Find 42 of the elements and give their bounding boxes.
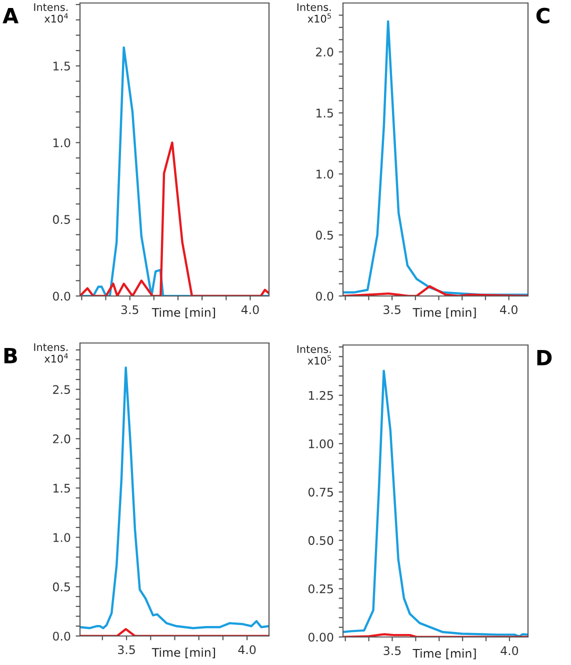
y-tick-label: 0.75 — [308, 488, 333, 497]
x-axis-title: Time [min] — [152, 308, 215, 318]
y-tick-label: 0.0 — [52, 292, 70, 301]
y-tick-label: 0.25 — [308, 584, 333, 594]
y-tick-label: 0.5 — [52, 215, 70, 224]
y-tick-label: 1.5 — [53, 484, 70, 493]
y-tick-label: 1.0 — [53, 138, 70, 148]
y-tick-label: 1.5 — [53, 62, 70, 71]
x-tick-label: 3.5 — [384, 305, 400, 314]
y-axis-title: Intens. x10$^{4}$ — [34, 3, 68, 23]
x-tick-label: 4.0 — [238, 645, 256, 654]
y-tick-label: 0.0 — [316, 292, 334, 301]
y-tick-label: 0.5 — [316, 230, 333, 240]
chart-title: B — [4, 348, 17, 364]
x-tick-label: 3.5 — [118, 645, 135, 654]
y-tick-label: 1.5 — [316, 108, 333, 118]
x-axis-title: Time [min] — [412, 648, 476, 660]
x-tick-label: 4.0 — [500, 646, 518, 656]
y-tick-label: 0.00 — [308, 632, 334, 642]
line-series — [80, 366, 269, 630]
x-tick-label: 3.5 — [384, 646, 401, 656]
y-tick-label: 0.50 — [308, 536, 334, 545]
y-tick-label: 0.0 — [52, 632, 70, 641]
y-tick-label: 1.25 — [308, 391, 333, 400]
x-axis-title: Time [min] — [412, 308, 476, 318]
chart-title: A — [2, 8, 19, 24]
y-tick-label: 2.0 — [316, 48, 334, 56]
x-tick-label: 4.0 — [500, 305, 518, 314]
y-tick-label: 1.00 — [308, 439, 334, 448]
y-tick-label: 2.5 — [53, 385, 70, 394]
chart-title: C — [536, 8, 550, 24]
y-tick-label: 1.0 — [316, 170, 334, 179]
x-axis-title: Time [min] — [152, 648, 215, 658]
y-tick-label: 0.5 — [52, 582, 70, 592]
chart-title: D — [537, 350, 552, 366]
y-axis-title: Intens. x10$^{5}$ — [297, 3, 331, 23]
x-tick-label: 4.0 — [241, 305, 259, 314]
y-tick-label: 2.0 — [53, 434, 70, 444]
y-tick-label: 1.0 — [53, 533, 70, 542]
y-axis-title: Intens. x10$^{4}$ — [34, 343, 68, 363]
y-axis-title: Intens. x10$^{5}$ — [297, 345, 331, 365]
x-tick-label: 3.5 — [121, 305, 138, 314]
